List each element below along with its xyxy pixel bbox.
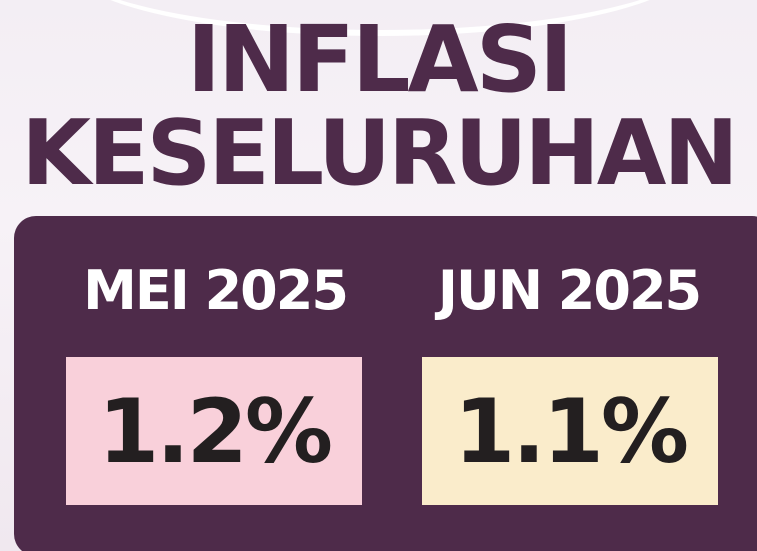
decorative-arc — [60, 0, 700, 36]
period-label: JUN 2025 — [437, 259, 702, 322]
period-label: MEI 2025 — [83, 259, 349, 322]
value-box: 1.1% — [422, 357, 718, 505]
value-box: 1.2% — [66, 357, 362, 505]
title: KESELURUHAN — [21, 101, 738, 206]
title: INFLASI — [186, 6, 573, 113]
